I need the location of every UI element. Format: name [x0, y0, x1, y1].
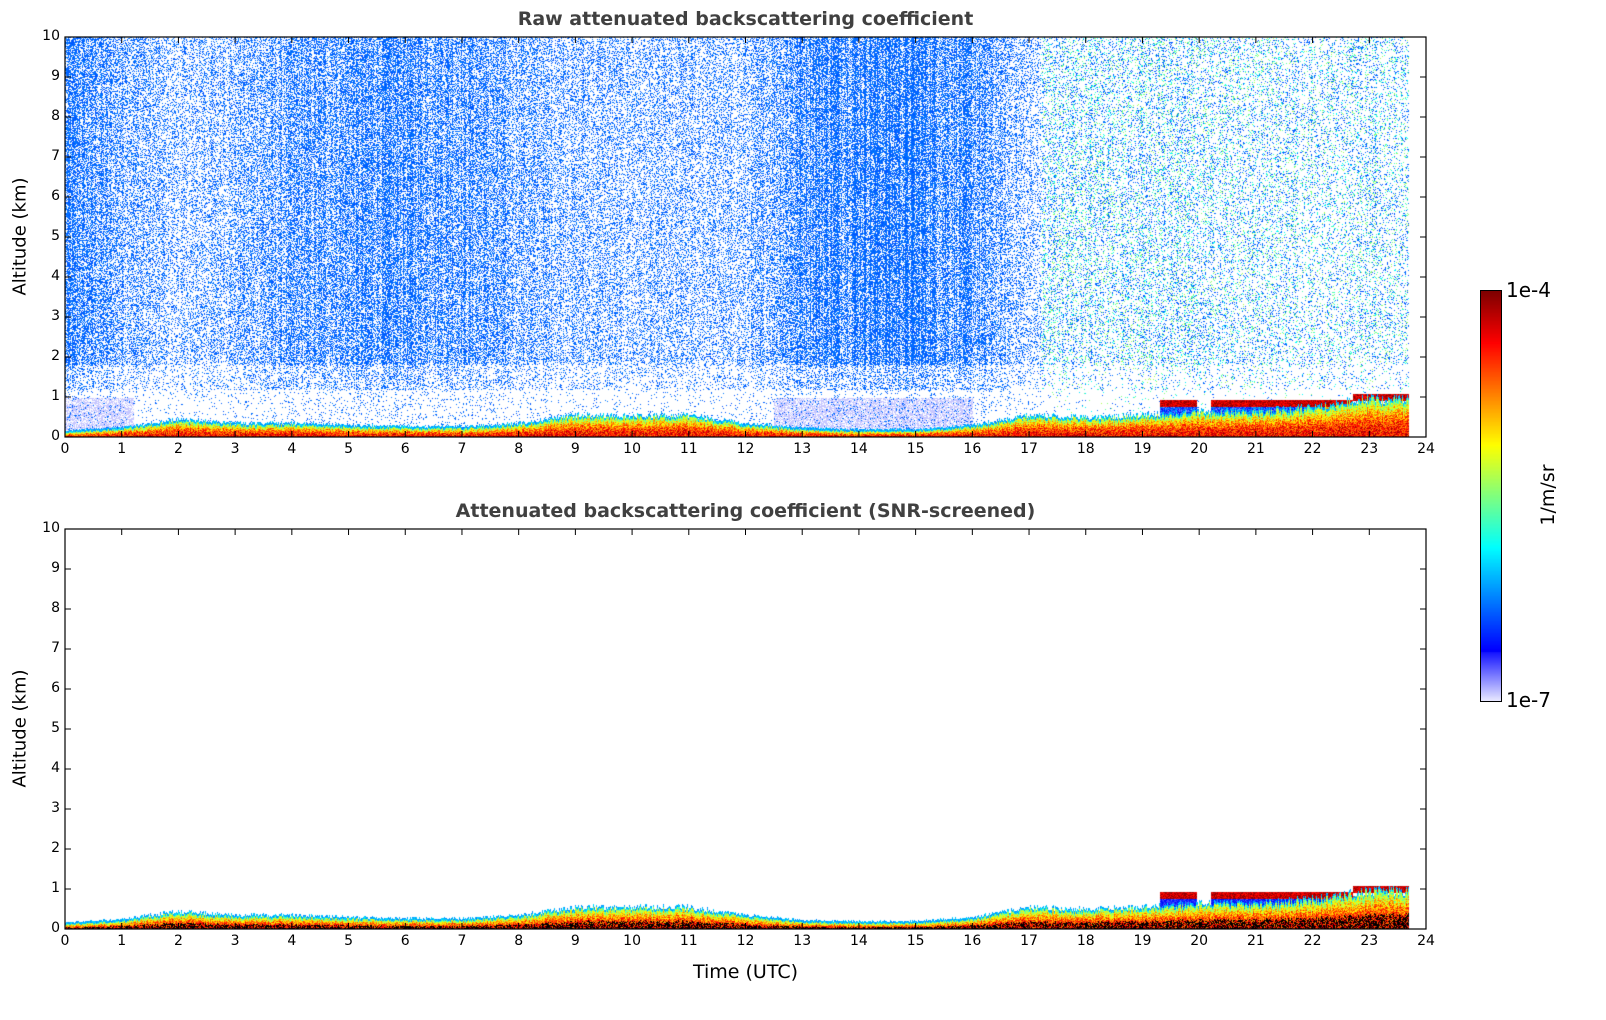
y-tick-label: 10: [42, 28, 60, 44]
top-heatmap: [65, 37, 1426, 437]
y-tick-label: 3: [51, 800, 60, 816]
x-tick-label: 20: [1190, 933, 1209, 949]
y-tick-label: 8: [51, 600, 60, 616]
x-tick-label: 7: [457, 933, 467, 949]
y-tick-label: 9: [51, 560, 60, 576]
x-tick-label: 6: [400, 933, 410, 949]
x-tick-label: 23: [1360, 441, 1379, 457]
x-tick-label: 21: [1246, 933, 1265, 949]
y-tick-label: 6: [51, 188, 60, 204]
y-tick-label: 1: [51, 880, 60, 896]
x-tick-label: 15: [906, 933, 925, 949]
x-tick-label: 9: [570, 441, 580, 457]
x-tick-label: 4: [287, 441, 297, 457]
x-tick-label: 11: [679, 441, 698, 457]
x-tick-label: 6: [400, 441, 410, 457]
x-tick-label: 2: [173, 933, 183, 949]
y-tick-label: 4: [51, 760, 60, 776]
x-tick-label: 15: [906, 441, 925, 457]
x-tick-label: 5: [344, 933, 353, 949]
x-tick-label: 4: [287, 933, 297, 949]
x-tick-label: 17: [1020, 441, 1038, 457]
colorbar: [1480, 290, 1502, 702]
x-tick-label: 11: [679, 933, 698, 949]
x-tick-label: 1: [117, 441, 127, 457]
x-tick-label: 0: [60, 441, 70, 457]
y-tick-label: 0: [51, 920, 60, 936]
x-axis-label: Time (UTC): [692, 961, 799, 983]
y-tick-label: 6: [51, 680, 60, 696]
y-tick-label: 2: [51, 348, 60, 364]
y-tick-label: 1: [51, 388, 60, 404]
x-tick-label: 13: [793, 441, 812, 457]
y-tick-label: 0: [51, 428, 60, 444]
y-tick-label: 5: [51, 720, 60, 736]
x-tick-label: 14: [849, 933, 868, 949]
y-tick-label: 7: [51, 640, 60, 656]
x-tick-label: 24: [1417, 441, 1435, 457]
x-tick-label: 2: [173, 441, 183, 457]
colorbar-label: 1/m/sr: [1537, 464, 1559, 526]
y-tick-label: 4: [51, 268, 60, 284]
plot-frame: [64, 36, 1427, 438]
x-tick-label: 12: [736, 441, 755, 457]
x-tick-label: 18: [1076, 441, 1095, 457]
x-tick-label: 19: [1133, 441, 1152, 457]
x-tick-label: 5: [344, 441, 353, 457]
x-tick-label: 16: [963, 441, 982, 457]
x-tick-label: 10: [623, 441, 641, 457]
x-tick-label: 19: [1133, 933, 1152, 949]
x-tick-label: 9: [570, 933, 580, 949]
colorbar-max-label: 1e-4: [1506, 278, 1551, 302]
x-tick-label: 24: [1417, 933, 1435, 949]
x-tick-label: 17: [1020, 933, 1038, 949]
x-tick-label: 22: [1303, 933, 1322, 949]
x-tick-label: 20: [1190, 441, 1209, 457]
x-tick-label: 21: [1246, 441, 1265, 457]
x-tick-label: 8: [514, 441, 524, 457]
y-tick-label: 10: [42, 520, 60, 536]
y-tick-label: 8: [51, 108, 60, 124]
x-tick-label: 18: [1076, 933, 1095, 949]
x-tick-label: 0: [60, 933, 70, 949]
y-tick-label: 7: [51, 148, 60, 164]
x-tick-label: 14: [849, 441, 868, 457]
y-tick-label: 5: [51, 228, 60, 244]
bottom-chart-title: Attenuated backscattering coefficient (S…: [455, 500, 1036, 522]
bottom-heatmap: [65, 529, 1426, 929]
x-tick-label: 3: [230, 933, 240, 949]
x-tick-label: 7: [457, 441, 467, 457]
x-tick-label: 12: [736, 933, 755, 949]
top-chart-title: Raw attenuated backscattering coefficien…: [517, 8, 974, 30]
y-tick-label: 9: [51, 68, 60, 84]
x-tick-label: 23: [1360, 933, 1379, 949]
x-tick-label: 8: [514, 933, 524, 949]
x-tick-label: 3: [230, 441, 240, 457]
colorbar-min-label: 1e-7: [1506, 688, 1551, 712]
x-tick-label: 1: [117, 933, 127, 949]
x-tick-label: 16: [963, 933, 982, 949]
x-tick-label: 10: [623, 933, 641, 949]
plot-frame: [64, 528, 1427, 930]
y-tick-label: 3: [51, 308, 60, 324]
y-tick-label: 2: [51, 840, 60, 856]
x-tick-label: 13: [793, 933, 812, 949]
x-tick-label: 22: [1303, 441, 1322, 457]
